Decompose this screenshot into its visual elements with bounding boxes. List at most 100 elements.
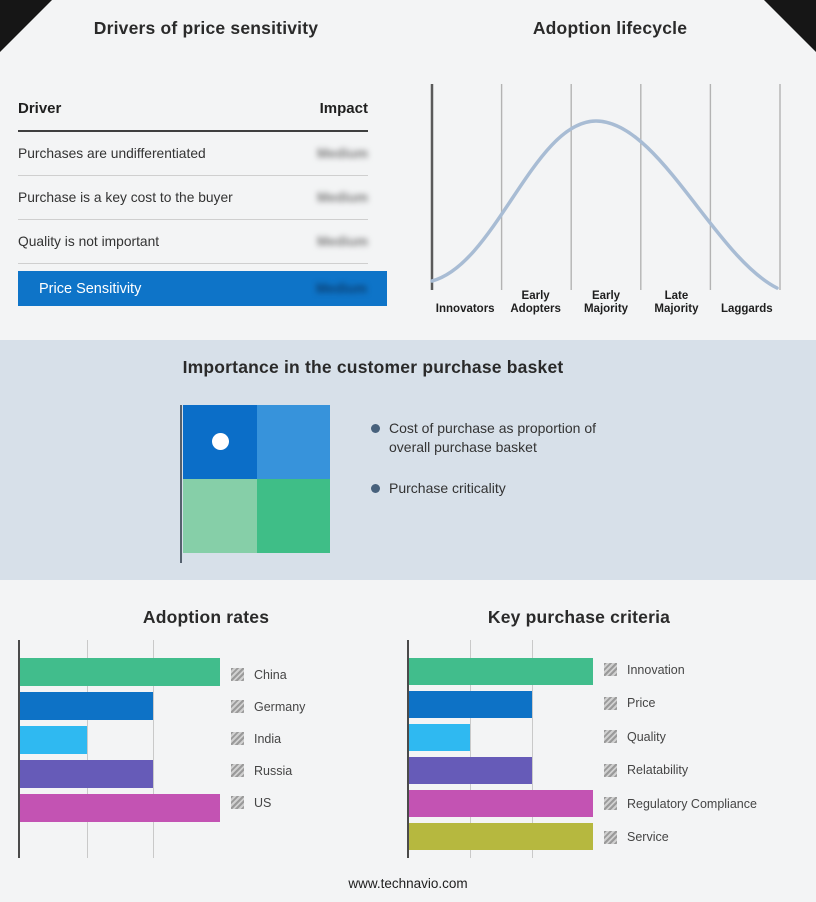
price-sensitivity-summary-row: Price Sensitivity Medium (18, 271, 387, 306)
quadrant-axis-line (180, 405, 182, 563)
legend-item: Innovation (604, 662, 757, 677)
purchase-basket-bullets: Cost of purchase as proportion of overal… (371, 419, 635, 519)
legend-swatch-icon (231, 668, 244, 681)
driver-cell: Quality is not important (18, 234, 160, 249)
legend-label: Russia (254, 763, 293, 778)
adoption-rates-title: Adoption rates (142, 607, 270, 627)
legend-swatch-icon (231, 764, 244, 777)
bullet-text: Cost of purchase as proportion of overal… (389, 420, 597, 456)
legend-label: US (254, 795, 272, 810)
gridline (470, 640, 472, 858)
bullet-item: Purchase criticality (371, 479, 635, 498)
impact-column-header: Impact (319, 100, 368, 117)
legend-swatch-icon (231, 732, 244, 745)
legend-swatch-icon (231, 796, 244, 809)
legend-label: Germany (254, 699, 306, 714)
lifecycle-stage-labels: Innovators Early Adopters Early Majority… (430, 286, 782, 316)
quadrant-top-right (256, 405, 330, 479)
adoption-bell-curve (430, 119, 779, 290)
adoption-lifecycle-chart (430, 84, 782, 290)
bar-us (20, 794, 220, 822)
lifecycle-curve-svg (430, 84, 781, 290)
legend-swatch-icon (604, 763, 617, 777)
legend-label: India (254, 731, 282, 746)
summary-impact-redacted: Medium (315, 281, 367, 296)
legend-item: India (231, 731, 305, 746)
bar-service (409, 823, 593, 850)
bar-relatability (409, 757, 532, 784)
legend-swatch-icon (604, 797, 617, 810)
quadrant-bottom-right (256, 479, 330, 553)
purchase-basket-title: Importance in the customer purchase bask… (182, 357, 564, 377)
bullet-item: Cost of purchase as proportion of overal… (371, 419, 635, 458)
key-purchase-criteria-legend: Innovation Price Quality Relatability Re… (604, 663, 757, 844)
table-header-row: Driver Impact (18, 100, 368, 132)
legend-item: Regulatory Compliance (604, 796, 757, 811)
bar-quality (409, 724, 471, 751)
purchase-basket-quadrant (183, 405, 330, 553)
legend-item: Service (604, 830, 757, 844)
stage-label: Early Majority (583, 289, 629, 315)
stage-label: Early Adopters (510, 289, 561, 315)
legend-item: Relatability (604, 763, 757, 777)
legend-swatch-icon (231, 700, 244, 713)
gridline (153, 640, 155, 858)
bullet-icon (371, 424, 380, 433)
legend-item: Quality (604, 729, 757, 744)
legend-label: Regulatory Compliance (627, 796, 757, 811)
price-sensitivity-title: Drivers of price sensitivity (93, 18, 319, 38)
bar-china (20, 658, 220, 686)
legend-label: Service (627, 830, 669, 844)
purchase-basket-band (0, 340, 816, 580)
stage-label: Innovators (435, 302, 495, 315)
corner-fold-top-right-icon (764, 0, 816, 52)
bar-russia (20, 760, 154, 788)
adoption-rates-chart (18, 640, 220, 858)
impact-cell-redacted: Medium (316, 234, 368, 249)
bar-regulatory-compliance (409, 790, 593, 817)
summary-label: Price Sensitivity (39, 280, 142, 297)
legend-swatch-icon (604, 663, 617, 676)
bar-india (20, 726, 87, 754)
quadrant-bottom-left (183, 479, 257, 553)
legend-item: US (231, 795, 305, 810)
driver-cell: Purchase is a key cost to the buyer (18, 190, 233, 205)
adoption-rates-legend: China Germany India Russia US (231, 667, 306, 810)
legend-label: Quality (627, 729, 666, 744)
key-purchase-criteria-chart (407, 640, 593, 858)
quadrant-top-left (183, 405, 257, 479)
legend-label: Relatability (627, 763, 689, 777)
legend-item: China (231, 667, 305, 682)
legend-label: Innovation (627, 662, 685, 677)
legend-item: Price (604, 696, 757, 710)
legend-swatch-icon (604, 696, 617, 710)
legend-item: Germany (231, 699, 306, 714)
bar-germany (20, 692, 154, 720)
driver-column-header: Driver (18, 100, 62, 117)
bar-price (409, 691, 532, 718)
gridline (86, 640, 88, 858)
legend-label: Price (627, 696, 656, 710)
corner-fold-top-left-icon (0, 0, 52, 52)
impact-cell-redacted: Medium (316, 190, 368, 205)
technavio-url[interactable]: www.technavio.com (348, 876, 468, 891)
stage-label: Laggards (720, 302, 773, 315)
legend-item: Russia (231, 763, 305, 778)
bar-innovation (409, 658, 593, 685)
impact-cell-redacted: Medium (316, 146, 368, 161)
price-sensitivity-table: Driver Impact Purchases are undifferenti… (18, 100, 368, 264)
stage-label: Late Majority (654, 289, 699, 315)
adoption-lifecycle-title: Adoption lifecycle (532, 18, 688, 38)
driver-cell: Purchases are undifferentiated (18, 146, 206, 161)
bullet-icon (371, 483, 380, 493)
position-dot (212, 433, 229, 450)
bullet-text: Purchase criticality (389, 479, 506, 496)
legend-swatch-icon (604, 830, 617, 844)
table-row: Quality is not important Medium (18, 220, 368, 264)
table-row: Purchases are undifferentiated Medium (18, 132, 368, 176)
table-row: Purchase is a key cost to the buyer Medi… (18, 176, 368, 220)
gridline (531, 640, 533, 858)
legend-label: China (254, 667, 287, 682)
legend-swatch-icon (604, 730, 617, 743)
